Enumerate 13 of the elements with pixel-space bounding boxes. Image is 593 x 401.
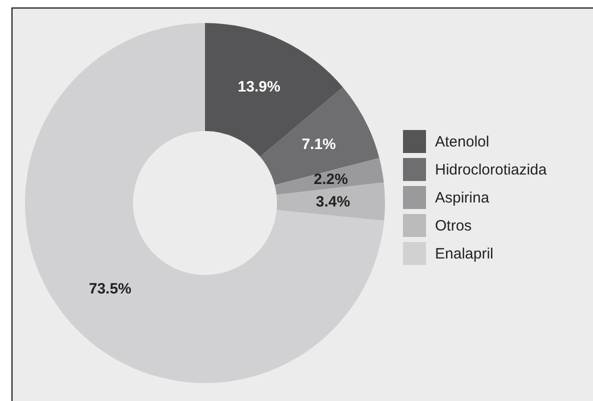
data-label: 13.9% (238, 78, 280, 96)
legend-label: Enalapril (435, 246, 494, 262)
data-label: 2.2% (314, 171, 348, 188)
legend-label: Hidroclorotiazida (435, 162, 548, 178)
donut-slice (205, 23, 343, 157)
donut-slice (274, 158, 384, 195)
data-label: 3.4% (316, 193, 350, 210)
data-label: 73.5% (88, 280, 132, 298)
data-label: 7.1% (302, 136, 336, 153)
legend-label: Aspirina (435, 190, 490, 206)
donut-slice (25, 23, 384, 383)
legend-label: Atenolol (435, 134, 490, 150)
legend-label: Otros (435, 218, 472, 234)
